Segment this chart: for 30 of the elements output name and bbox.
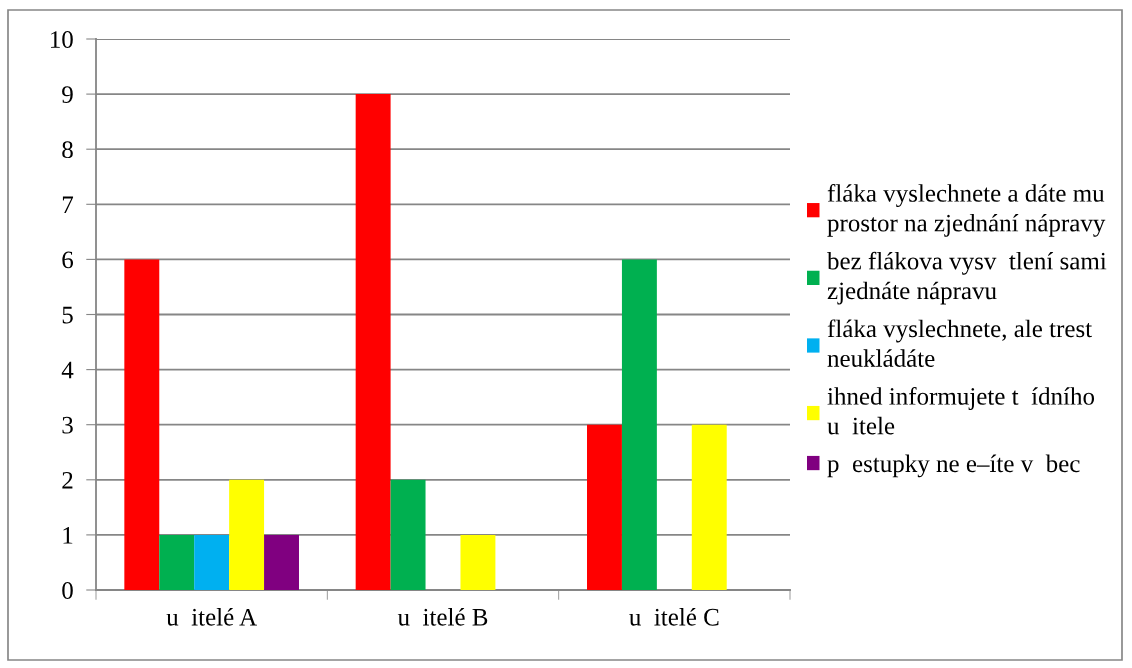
- legend-label: bez flákova vysv tlení sami zjednáte nápravu: [827, 251, 1107, 305]
- bar: [194, 534, 230, 590]
- x-tick-label: u itelé B: [397, 608, 488, 626]
- bar: [587, 424, 622, 590]
- bar: [159, 534, 195, 590]
- bar: [229, 479, 265, 590]
- bar: [264, 534, 299, 590]
- bar: [390, 479, 426, 590]
- legend-label: ihned informujete t ídního u itele: [827, 387, 1095, 435]
- bar: [124, 259, 160, 590]
- legend-label: p estupky ne e–íte v bec: [827, 454, 1080, 478]
- y-tick-label: 8: [62, 141, 73, 159]
- y-tick-label: 0: [62, 582, 73, 599]
- bar: [621, 259, 657, 590]
- bar: [460, 534, 496, 590]
- x-tick-label: u itelé A: [166, 608, 257, 626]
- y-tick-label: 9: [62, 86, 73, 104]
- y-tick-label: 1: [63, 527, 73, 544]
- x-tick-label: u itelé C: [629, 608, 719, 626]
- y-tick-label: 6: [62, 251, 74, 269]
- y-tick-label: 2: [62, 471, 73, 489]
- y-tick-label: 3: [62, 416, 73, 434]
- y-tick-label: 5: [62, 306, 73, 324]
- legend-label: fláka vyslechnete a dáte mu prostor na zjednání nápravy: [827, 184, 1106, 237]
- y-tick-label: 10: [50, 31, 73, 48]
- bar: [691, 424, 727, 590]
- y-tick-label: 7: [62, 196, 74, 213]
- y-tick-label: 4: [61, 361, 74, 379]
- bar: [355, 94, 391, 590]
- legend-label: fláka vyslechnete, ale trest neukládáte: [827, 319, 1092, 367]
